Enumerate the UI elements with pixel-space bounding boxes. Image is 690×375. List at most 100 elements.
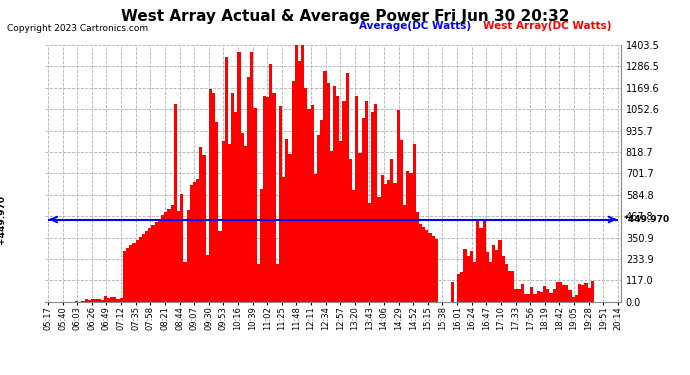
Bar (371, 112, 374, 302)
Bar (212, 93, 215, 302)
Bar (285, 139, 288, 302)
Bar (339, 141, 342, 302)
Bar (231, 93, 234, 302)
Bar (180, 194, 184, 302)
Bar (257, 264, 259, 302)
Bar (174, 104, 177, 302)
Bar (422, 227, 425, 302)
Bar (540, 292, 543, 302)
Bar (113, 297, 117, 302)
Bar (457, 274, 460, 302)
Bar (569, 290, 571, 302)
Bar (470, 251, 473, 302)
Bar (495, 250, 498, 302)
Bar (342, 101, 346, 302)
Bar (492, 244, 495, 302)
Bar (170, 206, 174, 302)
Bar (168, 209, 170, 302)
Bar (132, 243, 135, 302)
Bar (326, 83, 330, 302)
Bar (413, 144, 415, 302)
Bar (110, 297, 113, 302)
Text: *449.970: *449.970 (624, 215, 670, 224)
Bar (247, 78, 250, 302)
Bar (435, 239, 438, 302)
Bar (531, 287, 533, 302)
Bar (346, 73, 349, 302)
Bar (155, 222, 158, 302)
Bar (476, 220, 480, 302)
Bar (152, 225, 155, 302)
Bar (193, 182, 196, 302)
Bar (480, 228, 482, 302)
Bar (225, 57, 228, 302)
Bar (336, 96, 339, 302)
Bar (158, 219, 161, 302)
Bar (206, 255, 209, 302)
Bar (250, 52, 253, 302)
Bar (209, 89, 212, 302)
Bar (228, 144, 231, 302)
Text: +449.970: +449.970 (0, 195, 6, 244)
Bar (288, 154, 292, 302)
Bar (282, 177, 285, 302)
Bar (565, 285, 569, 302)
Bar (559, 282, 562, 302)
Bar (498, 240, 502, 302)
Bar (164, 212, 168, 302)
Bar (584, 283, 588, 302)
Bar (451, 282, 454, 302)
Bar (553, 289, 555, 302)
Bar (355, 96, 358, 302)
Bar (333, 86, 336, 302)
Bar (514, 289, 518, 302)
Bar (275, 264, 279, 302)
Bar (578, 284, 581, 302)
Bar (95, 300, 97, 302)
Bar (266, 97, 269, 302)
Bar (186, 210, 190, 302)
Bar (263, 96, 266, 302)
Bar (253, 108, 257, 302)
Bar (518, 289, 521, 302)
Bar (352, 190, 355, 302)
Bar (237, 52, 241, 302)
Bar (97, 299, 101, 302)
Bar (400, 141, 403, 302)
Bar (139, 237, 142, 302)
Bar (85, 299, 88, 302)
Bar (273, 93, 275, 302)
Bar (177, 211, 180, 302)
Bar (397, 110, 400, 302)
Bar (425, 230, 428, 302)
Bar (403, 205, 406, 302)
Bar (486, 252, 489, 302)
Bar (384, 184, 387, 302)
Bar (502, 256, 505, 302)
Bar (221, 141, 225, 302)
Bar (489, 262, 492, 302)
Bar (199, 147, 202, 302)
Bar (508, 272, 511, 302)
Bar (365, 101, 368, 302)
Bar (308, 109, 310, 302)
Bar (588, 288, 591, 302)
Bar (391, 159, 393, 302)
Bar (117, 299, 119, 302)
Bar (215, 122, 218, 302)
Bar (591, 281, 594, 302)
Bar (126, 248, 129, 302)
Bar (368, 203, 371, 302)
Bar (581, 285, 584, 302)
Bar (415, 211, 419, 302)
Bar (381, 175, 384, 302)
Bar (123, 251, 126, 302)
Text: West Array Actual & Average Power Fri Jun 30 20:32: West Array Actual & Average Power Fri Ju… (121, 9, 569, 24)
Bar (324, 71, 326, 302)
Bar (521, 284, 524, 302)
Bar (304, 88, 308, 302)
Bar (190, 185, 193, 302)
Bar (129, 245, 132, 302)
Bar (244, 146, 247, 302)
Bar (135, 240, 139, 302)
